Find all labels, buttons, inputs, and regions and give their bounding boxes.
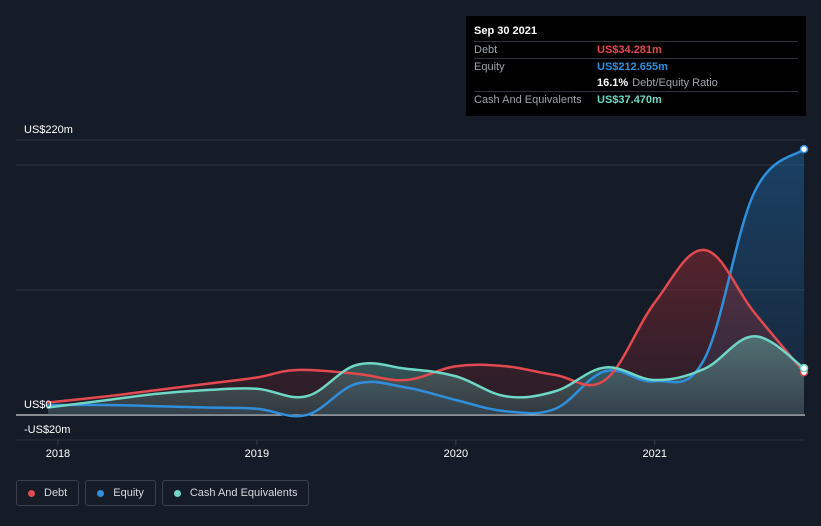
equity-line <box>46 147 806 418</box>
x-tick-label: 2021 <box>643 448 667 460</box>
tooltip-row-ratio: 16.1% Debt/Equity Ratio <box>474 75 798 91</box>
y-tick-label: US$0 <box>24 399 52 411</box>
x-tick-label: 2019 <box>245 448 269 460</box>
legend-label-equity: Equity <box>113 487 144 499</box>
equity-endpoint <box>799 144 809 154</box>
series-lines <box>46 144 809 418</box>
legend-item-equity[interactable]: Equity <box>85 480 156 506</box>
tooltip-equity-value: US$212.655m <box>597 61 668 73</box>
legend-label-cash: Cash And Equivalents <box>189 487 298 499</box>
tooltip-cash-label: Cash And Equivalents <box>474 94 582 106</box>
axis-labels: US$220m US$0 -US$20m 2018 2019 2020 2021 <box>24 124 667 460</box>
legend-item-debt[interactable]: Debt <box>16 480 80 506</box>
debt-dot-icon <box>28 489 35 497</box>
legend-item-cash[interactable]: Cash And Equivalents <box>161 480 310 506</box>
tooltip-cash-value: US$37.470m <box>597 94 662 106</box>
y-tick-label: -US$20m <box>24 424 70 436</box>
debt-line <box>46 248 806 404</box>
x-tick-label: 2018 <box>46 448 70 460</box>
tooltip-debt-label: Debt <box>474 44 498 56</box>
legend: Debt Equity Cash And Equivalents <box>16 480 310 506</box>
tooltip-equity-label: Equity <box>474 61 505 73</box>
x-tick-label: 2020 <box>444 448 468 460</box>
tooltip-row-cash: Cash And Equivalents US$37.470m <box>474 91 798 108</box>
legend-label-debt: Debt <box>44 487 68 499</box>
tooltip-row-equity: Equity US$212.655m <box>474 58 798 75</box>
tooltip-ratio-value: 16.1% <box>597 77 629 89</box>
tooltip-date: Sep 30 2021 <box>474 25 537 37</box>
tooltip-panel: Sep 30 2021 Debt US$34.281m Equity US$21… <box>466 16 806 116</box>
cash-line <box>46 334 806 409</box>
y-tick-label: US$220m <box>24 124 73 136</box>
cash-dot-icon <box>173 489 181 497</box>
tooltip-ratio-label: Debt/Equity Ratio <box>632 77 718 89</box>
tooltip-debt-value: US$34.281m <box>597 44 662 56</box>
equity-dot-icon <box>97 489 105 497</box>
cash-endpoint <box>799 363 809 373</box>
tooltip-row-debt: Debt US$34.281m <box>474 41 798 58</box>
